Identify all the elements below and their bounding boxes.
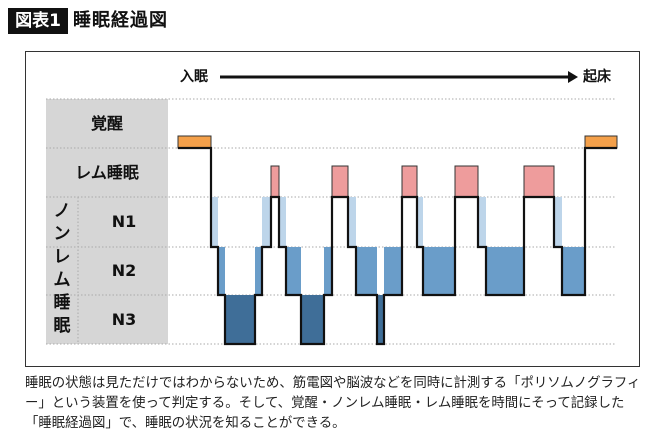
- figure-title: 睡眠経過図: [73, 10, 168, 31]
- stage-block-n2: [562, 247, 585, 295]
- wake-up-label: 起床: [583, 69, 611, 85]
- stage-block-n1: [279, 197, 286, 247]
- stage-block-n3: [377, 295, 384, 344]
- stage-label-column: [46, 99, 168, 344]
- stage-label-n3: N3: [111, 310, 137, 329]
- stage-label-nonrem-group: ノンレム睡眠: [53, 201, 71, 336]
- stage-block-w: [177, 135, 212, 149]
- stage-block-n1: [478, 197, 486, 247]
- stage-block-n1: [262, 197, 271, 247]
- stage-block-n1: [417, 197, 423, 247]
- stage-block-r: [401, 165, 418, 198]
- time-arrow-head-icon: [568, 71, 578, 83]
- stage-block-n2: [255, 247, 262, 295]
- stage-block-r: [331, 165, 349, 198]
- stage-label-wake: 覚醒: [90, 114, 123, 133]
- sleep-onset-label: 入眠: [180, 69, 208, 85]
- diagram-frame: [25, 51, 640, 367]
- stage-block-n3: [301, 295, 324, 344]
- stage-label-n1: N1: [111, 212, 137, 231]
- stage-block-r: [454, 165, 479, 198]
- stage-block-n2: [286, 247, 301, 295]
- stage-block-n2: [423, 247, 455, 295]
- stage-block-n3: [225, 295, 255, 344]
- stage-block-r: [270, 165, 280, 198]
- stage-block-n2: [218, 247, 225, 295]
- stage-label-n2: N2: [111, 261, 137, 280]
- figure-number-badge: 図表1: [8, 8, 68, 34]
- hypnogram-trace: [178, 146, 617, 346]
- stage-block-n1: [554, 197, 562, 247]
- stage-block-n2: [486, 247, 524, 295]
- stage-block-n1: [211, 197, 218, 247]
- stage-label-rem: レム睡眠: [75, 163, 139, 182]
- caption-text: 睡眠の状態は見ただけではわからないため、筋電図や脳波などを同時に計測する「ポリソ…: [25, 376, 641, 431]
- stage-block-n2: [356, 247, 377, 295]
- stage-block-n2: [324, 247, 332, 295]
- stage-block-w: [584, 135, 618, 149]
- stage-block-n1: [348, 197, 356, 247]
- stage-block-r: [523, 165, 555, 198]
- stage-block-n2: [384, 247, 402, 295]
